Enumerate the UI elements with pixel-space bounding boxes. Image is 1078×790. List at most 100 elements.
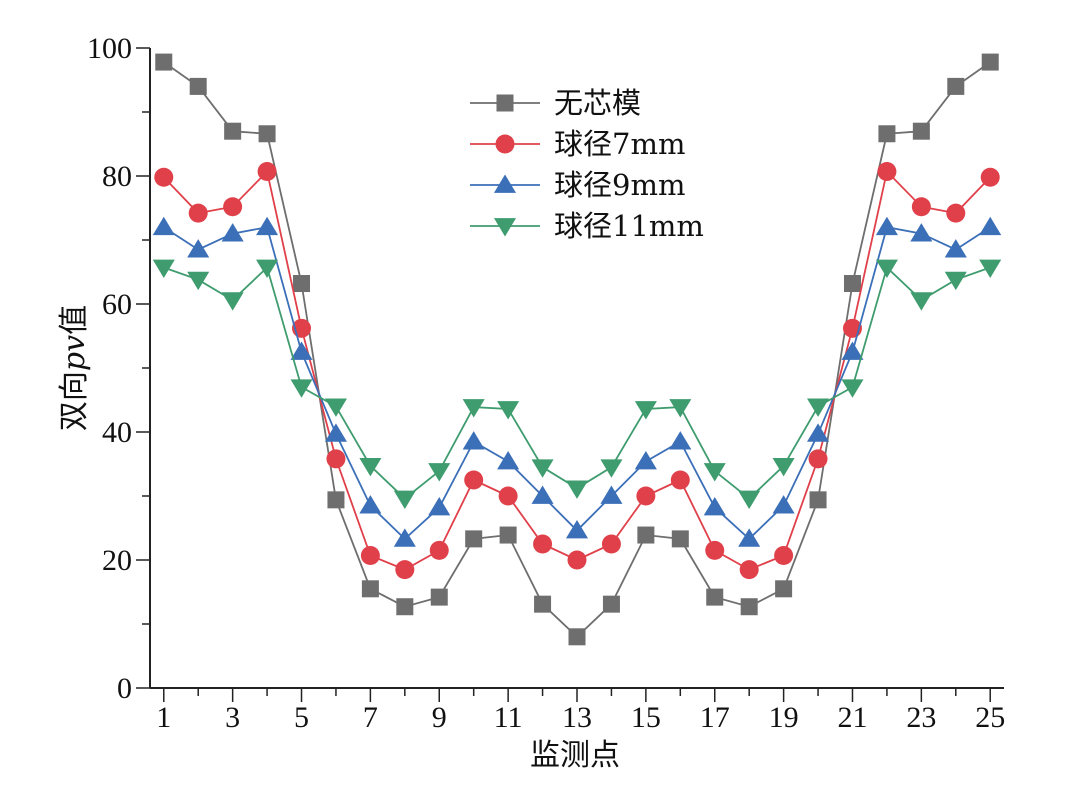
data-point [465,530,483,548]
data-point [841,379,864,398]
legend-label: 球径7mm [554,127,685,161]
data-point [877,162,897,182]
legend-marker [495,134,515,154]
data-point [807,423,830,442]
data-point [910,223,933,242]
y-axis-title-part-2: pv [57,335,92,371]
data-point [565,520,589,539]
legend-item: 球径11mm [470,209,704,243]
data-point [703,497,726,516]
y-axis-title: 双向pv值 [57,305,92,431]
legend-marker [496,94,514,112]
x-tick-label: 19 [769,701,799,734]
data-point [531,459,554,478]
legend-item: 球径7mm [470,127,685,161]
data-point [809,491,827,509]
data-point [497,450,520,470]
data-point [910,292,933,311]
data-point [738,528,761,547]
data-point [807,398,830,417]
data-point [739,560,759,580]
data-point [534,595,552,613]
legend-label: 球径9mm [554,168,685,202]
data-point [498,486,518,506]
data-point [396,598,414,616]
data-point [669,399,692,418]
x-tick-label: 17 [700,701,730,734]
data-point [293,275,311,293]
data-point [395,560,415,580]
x-tick-label: 5 [294,701,309,734]
data-point [258,125,276,143]
data-point [428,497,451,516]
data-point [875,216,898,236]
legend-item: 球径9mm [470,168,685,202]
data-point [875,259,898,279]
data-point [188,203,208,223]
data-point [187,239,210,258]
data-point [189,77,207,95]
legend-marker [493,218,517,237]
y-tick-label: 40 [102,416,132,449]
data-point [600,459,623,478]
series-4 [152,259,1002,510]
x-tick-label: 13 [562,701,592,734]
data-point [257,162,277,182]
data-point [430,588,448,606]
data-point [568,628,586,646]
legend-label: 无芯模 [554,86,641,120]
x-tick-label: 15 [631,701,661,734]
x-tick-label: 9 [432,701,447,734]
data-point [947,77,965,95]
data-point [155,53,173,71]
data-point [775,580,793,598]
data-point [637,526,655,544]
data-point [946,203,966,223]
data-point [223,197,243,217]
data-point [602,595,620,613]
data-point [878,125,896,143]
data-point [601,534,621,554]
data-point [464,470,484,490]
data-point [324,423,347,442]
data-point [981,53,999,71]
data-point [634,401,657,420]
data-point [221,292,244,311]
x-tick-label: 21 [837,701,867,734]
data-point [152,216,175,236]
data-point [290,341,313,360]
data-point [705,540,725,560]
data-point [944,271,967,291]
data-point [187,271,210,291]
data-point [808,449,828,469]
data-point [360,546,380,566]
data-point [462,399,485,418]
x-axis-title: 监测点 [530,738,620,773]
y-tick-label: 0 [117,672,132,705]
data-point [462,431,485,450]
data-point [154,167,174,187]
data-point [565,480,589,499]
data-point [774,546,794,566]
data-point [912,122,930,140]
data-point [531,485,554,504]
data-point [911,197,931,217]
y-tick-label: 60 [102,288,132,321]
data-point [671,530,689,548]
legend-item: 无芯模 [470,86,641,120]
data-point [393,490,416,510]
data-point [152,259,175,279]
x-tick-label: 3 [225,701,240,734]
legend-marker [493,174,517,193]
data-point [533,534,553,554]
series-3 [152,216,1002,547]
x-tick-label: 25 [975,701,1005,734]
x-tick-label: 7 [363,701,378,734]
x-tick-label: 11 [494,701,523,734]
data-point [359,495,382,514]
legend-label: 球径11mm [554,209,704,243]
data-point [703,463,726,482]
data-point [290,379,313,398]
